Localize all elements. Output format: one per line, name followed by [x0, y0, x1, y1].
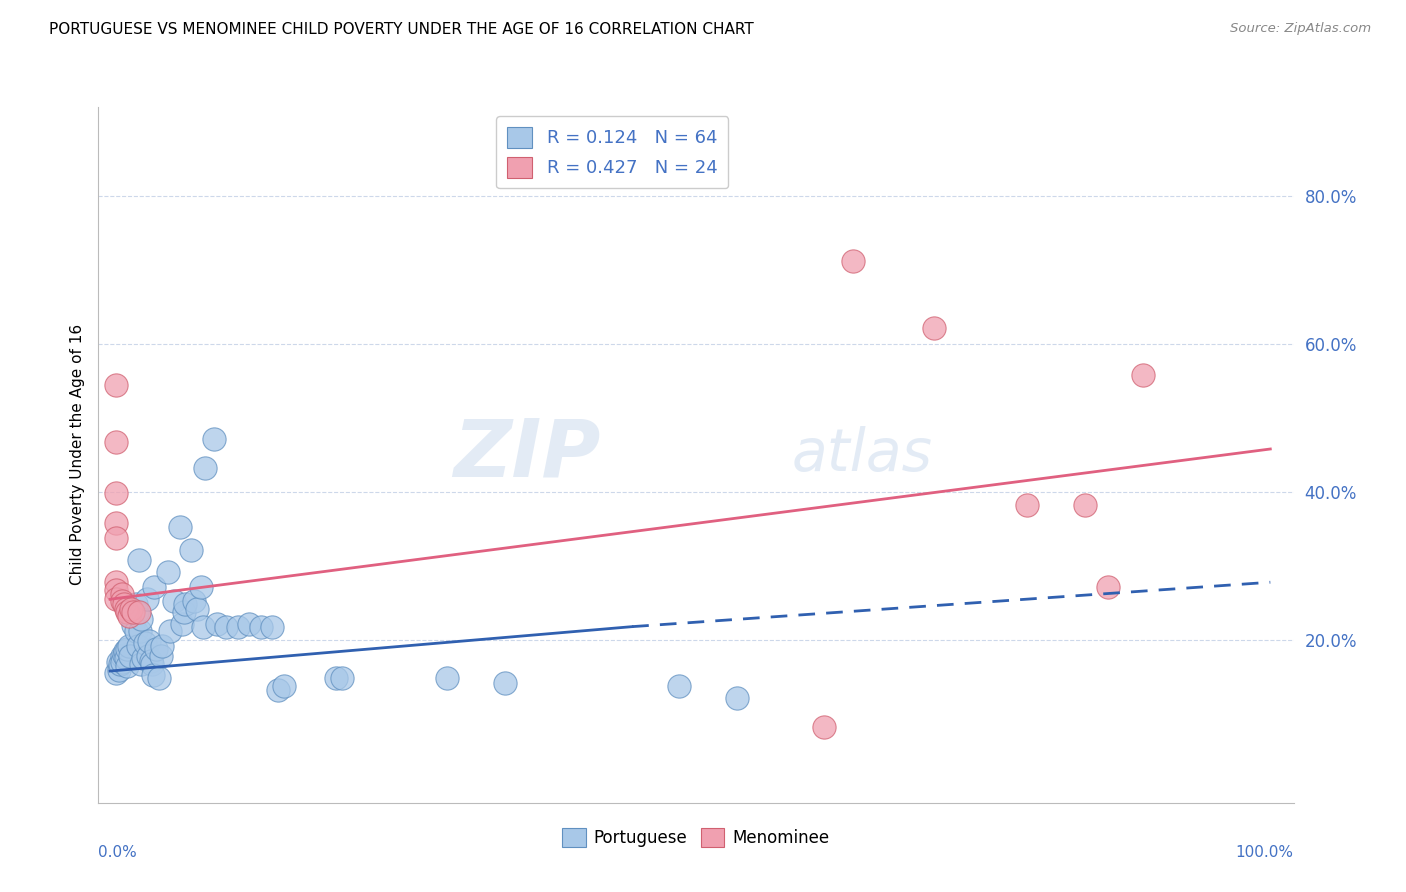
Point — [141, 657, 163, 671]
Point — [111, 655, 134, 669]
Point — [127, 639, 149, 653]
Point — [104, 486, 127, 500]
Point — [238, 616, 260, 631]
Point — [104, 516, 127, 530]
Point — [117, 641, 139, 656]
Point — [111, 649, 134, 664]
Point — [180, 542, 202, 557]
Point — [122, 605, 145, 619]
Point — [330, 672, 353, 686]
Point — [204, 432, 226, 446]
Point — [194, 461, 217, 475]
Point — [150, 649, 173, 664]
Point — [104, 582, 127, 597]
Point — [122, 618, 145, 632]
Point — [922, 320, 945, 334]
Text: ZIP: ZIP — [453, 416, 600, 494]
Point — [157, 565, 180, 579]
Point — [273, 679, 295, 693]
Point — [131, 657, 153, 671]
Point — [139, 654, 162, 668]
Point — [668, 679, 690, 693]
Point — [250, 620, 273, 634]
Point — [136, 592, 159, 607]
Point — [104, 666, 127, 681]
Point — [205, 616, 228, 631]
Point — [145, 641, 167, 656]
Point — [191, 620, 214, 634]
Point — [173, 605, 195, 619]
Point — [142, 668, 165, 682]
Point — [112, 598, 135, 612]
Point — [131, 612, 153, 626]
Point — [118, 649, 141, 664]
Legend: Portuguese, Menominee: Portuguese, Menominee — [555, 821, 837, 854]
Point — [124, 598, 146, 612]
Point — [104, 377, 127, 392]
Point — [115, 651, 138, 665]
Point — [169, 520, 191, 534]
Point — [183, 594, 205, 608]
Text: Source: ZipAtlas.com: Source: ZipAtlas.com — [1230, 22, 1371, 36]
Point — [108, 663, 131, 677]
Point — [134, 636, 156, 650]
Point — [124, 624, 146, 638]
Point — [110, 657, 132, 671]
Point — [1132, 368, 1154, 382]
Point — [129, 624, 152, 638]
Point — [120, 602, 142, 616]
Point — [1015, 498, 1038, 512]
Point — [114, 644, 136, 658]
Point — [115, 602, 138, 616]
Point — [725, 690, 748, 705]
Point — [111, 587, 134, 601]
Point — [262, 620, 284, 634]
Text: PORTUGUESE VS MENOMINEE CHILD POVERTY UNDER THE AGE OF 16 CORRELATION CHART: PORTUGUESE VS MENOMINEE CHILD POVERTY UN… — [49, 22, 754, 37]
Point — [170, 616, 193, 631]
Point — [1073, 498, 1095, 512]
Point — [128, 553, 150, 567]
Point — [117, 658, 139, 673]
Point — [226, 620, 249, 634]
Point — [159, 624, 181, 638]
Point — [136, 649, 159, 664]
Point — [186, 602, 208, 616]
Point — [104, 434, 127, 449]
Point — [215, 620, 238, 634]
Point — [104, 531, 127, 545]
Point — [436, 672, 458, 686]
Point — [125, 605, 148, 619]
Point — [138, 634, 160, 648]
Point — [150, 639, 173, 653]
Point — [128, 605, 150, 619]
Point — [148, 672, 170, 686]
Point — [494, 676, 516, 690]
Point — [143, 580, 166, 594]
Point — [111, 594, 134, 608]
Point — [120, 609, 142, 624]
Point — [163, 594, 186, 608]
Text: atlas: atlas — [792, 426, 932, 483]
Point — [117, 639, 139, 653]
Point — [267, 683, 290, 698]
Point — [112, 648, 135, 662]
Point — [841, 254, 863, 268]
Point — [1097, 580, 1119, 594]
Point — [813, 720, 835, 734]
Y-axis label: Child Poverty Under the Age of 16: Child Poverty Under the Age of 16 — [69, 325, 84, 585]
Point — [117, 609, 139, 624]
Point — [117, 605, 139, 619]
Point — [174, 598, 197, 612]
Point — [104, 575, 127, 590]
Point — [131, 651, 153, 665]
Text: 0.0%: 0.0% — [98, 845, 138, 860]
Point — [107, 655, 129, 669]
Point — [325, 672, 347, 686]
Text: 100.0%: 100.0% — [1236, 845, 1294, 860]
Point — [104, 592, 127, 607]
Point — [190, 580, 212, 594]
